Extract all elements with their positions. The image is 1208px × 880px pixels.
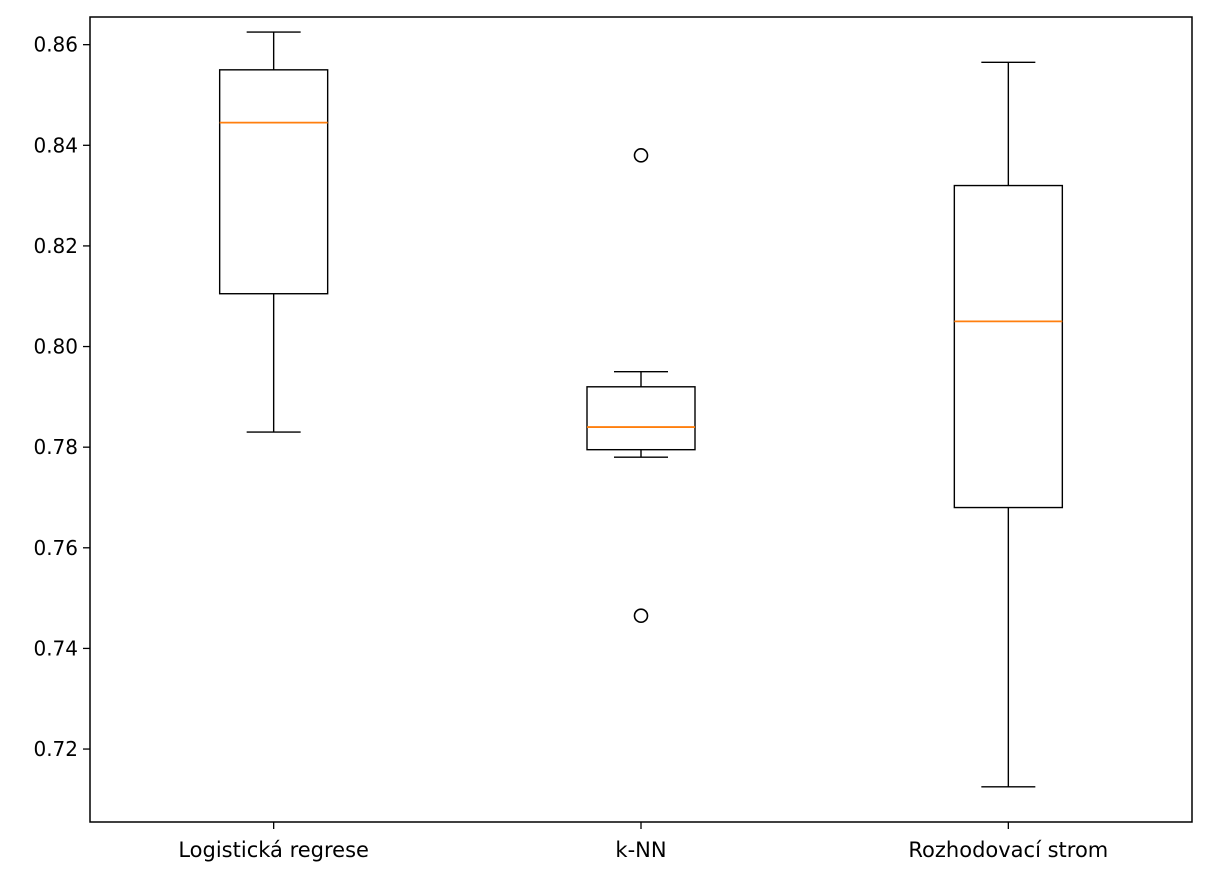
box-group [586, 148, 696, 624]
y-tick-label: 0.76 [33, 536, 78, 560]
iqr-box [953, 184, 1064, 509]
y-tick-label: 0.86 [33, 33, 78, 57]
y-tick-label: 0.84 [33, 133, 78, 157]
iqr-box [218, 69, 329, 295]
box-group [953, 61, 1064, 788]
iqr-box [586, 386, 696, 451]
x-tick-label: Logistická regrese [178, 838, 369, 862]
box-group [218, 31, 329, 433]
x-tick-label: k-NN [615, 838, 666, 862]
y-tick-label: 0.80 [33, 335, 78, 359]
y-tick-label: 0.82 [33, 234, 78, 258]
outlier-point [633, 148, 649, 163]
x-axis: Logistická regrese k-NN Rozhodovací strom [178, 822, 1108, 862]
boxes-layer [218, 31, 1064, 788]
outlier-point [633, 608, 649, 624]
x-tick-label: Rozhodovací strom [908, 838, 1108, 862]
y-tick-label: 0.72 [33, 737, 78, 761]
y-axis: 0.72 0.74 0.76 0.78 0.80 0.82 0.84 0.86 [33, 33, 90, 761]
plot-frame [89, 16, 1193, 823]
y-tick-label: 0.74 [33, 636, 78, 660]
y-tick-label: 0.78 [33, 435, 78, 459]
